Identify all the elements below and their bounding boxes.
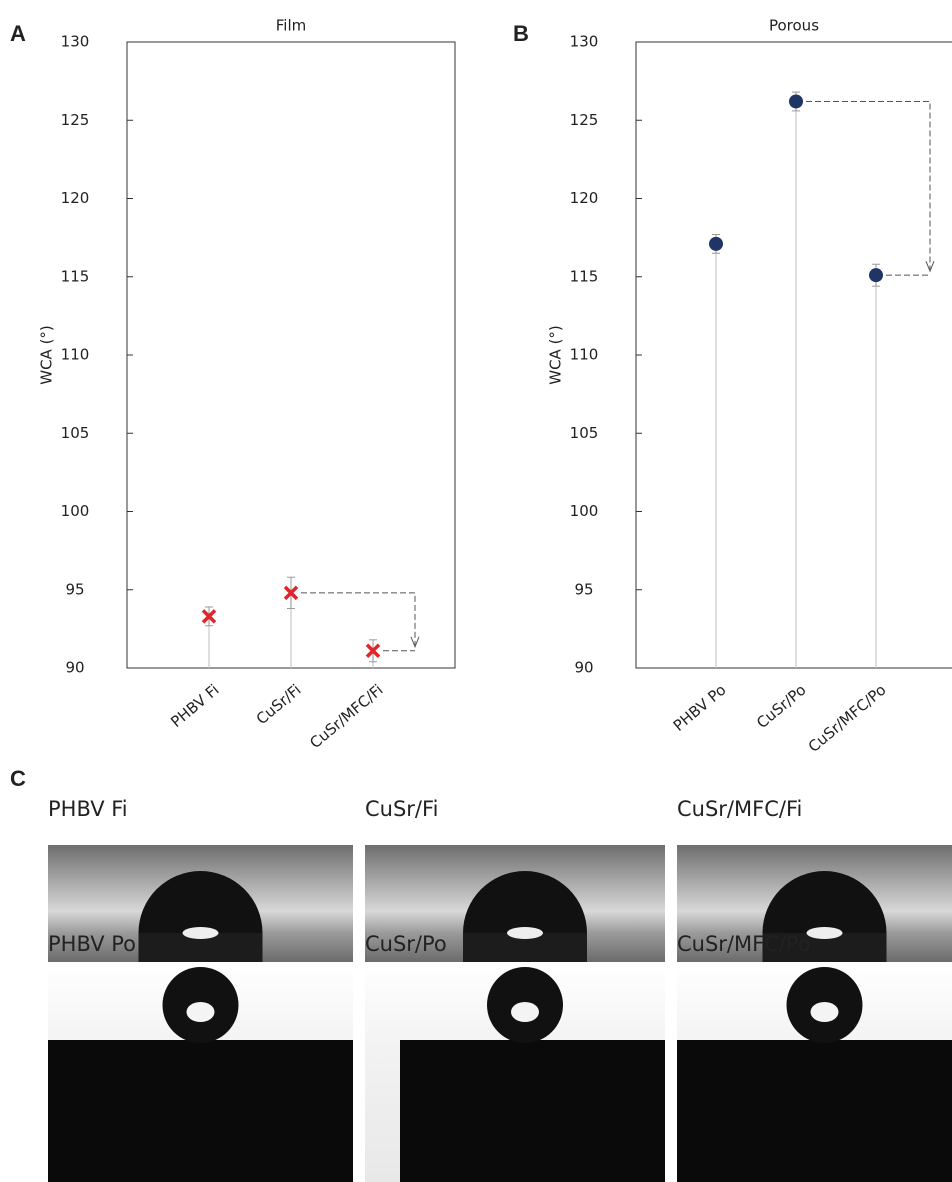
highlight: [811, 1002, 839, 1022]
photo-label: CuSr/MFC/Po: [677, 932, 811, 956]
y-axis-label: WCA (°): [547, 325, 565, 385]
highlight: [507, 927, 543, 939]
substrate: [48, 1040, 353, 1182]
x-tick-label: PHBV Po: [670, 681, 730, 735]
y-tick-label: 125: [61, 111, 90, 129]
substrate: [400, 1040, 665, 1182]
y-tick-label: 100: [61, 502, 90, 520]
annotation-arrow: [806, 101, 930, 269]
photo-label: CuSr/Fi: [365, 797, 438, 821]
y-tick-label: 100: [570, 502, 599, 520]
annotation-arrow: [301, 593, 415, 645]
panel-label: A: [10, 21, 26, 46]
x-tick-label: CuSr/Fi: [253, 681, 305, 728]
figure: A B C Film WCA (°) 90 95 100 105 110 115 120 125 1…: [0, 0, 952, 1182]
y-tick-label: 90: [574, 659, 593, 677]
x-tick-label: PHBV Fi: [167, 681, 222, 731]
highlight: [807, 927, 843, 939]
photo-label: CuSr/Po: [365, 932, 447, 956]
plot-frame: [636, 42, 952, 668]
highlight: [187, 1002, 215, 1022]
marker: [789, 94, 803, 108]
y-tick-label: 130: [61, 33, 90, 51]
y-tick-label: 95: [65, 580, 84, 598]
plot-frame: [127, 42, 455, 668]
photo-label: PHBV Fi: [48, 797, 128, 821]
y-tick-label: 95: [574, 580, 593, 598]
marker: [869, 268, 883, 282]
y-tick-label: 120: [570, 189, 599, 207]
y-tick-label: 125: [570, 111, 599, 129]
y-tick-label: 90: [65, 659, 84, 677]
y-tick-label: 120: [61, 189, 90, 207]
x-tick-label: CuSr/MFC/Fi: [306, 681, 386, 752]
x-tick-label: CuSr/MFC/Po: [805, 681, 890, 756]
y-tick-label: 105: [570, 424, 599, 442]
photo-label: CuSr/MFC/Fi: [677, 797, 802, 821]
y-axis-label: WCA (°): [38, 325, 56, 385]
y-tick-label: 110: [61, 346, 90, 364]
photo-label: PHBV Po: [48, 932, 136, 956]
x-tick-label: CuSr/Po: [753, 681, 809, 732]
y-tick-label: 105: [61, 424, 90, 442]
y-tick-label: 115: [570, 267, 599, 285]
substrate: [677, 1040, 952, 1182]
highlight: [183, 927, 219, 939]
y-tick-label: 110: [570, 346, 599, 364]
chart-title: Film: [276, 17, 306, 35]
panel-label: C: [10, 766, 26, 791]
highlight: [511, 1002, 539, 1022]
marker: [709, 237, 723, 251]
y-tick-label: 115: [61, 267, 90, 285]
y-tick-label: 130: [570, 33, 599, 51]
panel-label: B: [513, 21, 529, 46]
chart-title: Porous: [769, 17, 819, 35]
